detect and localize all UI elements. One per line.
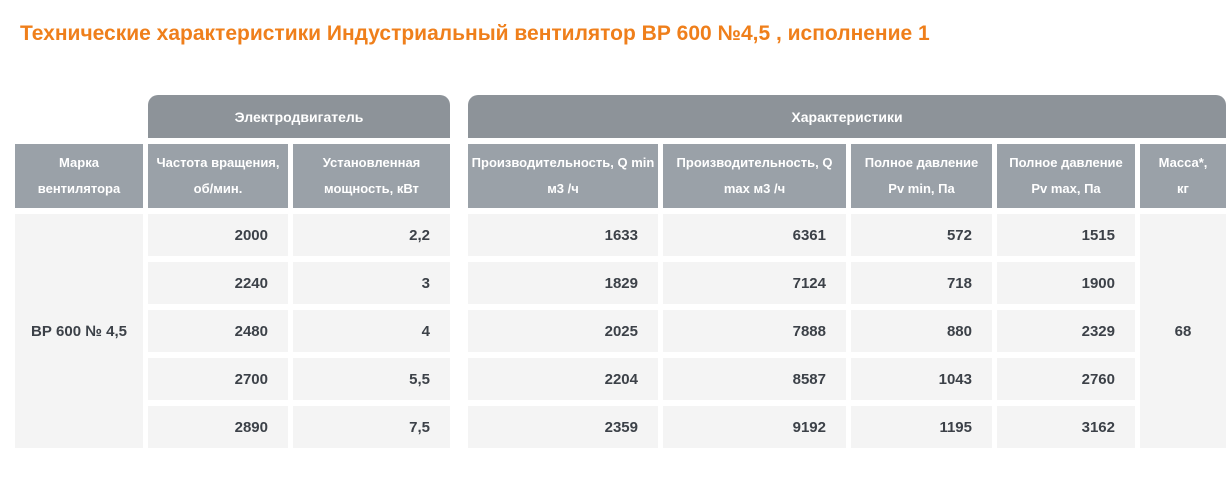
cell-q-max: 9192 <box>663 406 846 448</box>
spec-table: Электродвигатель Характеристики Марка ве… <box>15 95 1226 448</box>
group-header-motor: Электродвигатель <box>148 95 450 138</box>
header-line: об/мин. <box>193 181 243 196</box>
cell-power: 4 <box>293 310 450 352</box>
column-header-rpm: Частота вращения, об/мин. <box>148 144 288 208</box>
cell-power: 7,5 <box>293 406 450 448</box>
header-line: Производительность, Q <box>676 155 833 170</box>
cell-q-max: 6361 <box>663 214 846 256</box>
cell-q-min: 1633 <box>468 214 658 256</box>
column-header-mass: Масса*, кг <box>1140 144 1226 208</box>
header-line: Полное давление <box>1009 155 1123 170</box>
cell-q-min: 1829 <box>468 262 658 304</box>
header-line: Производительность, Q min <box>471 155 655 170</box>
cell-pv-max: 3162 <box>997 406 1135 448</box>
group-header-characteristics: Характеристики <box>468 95 1226 138</box>
cell-q-min: 2359 <box>468 406 658 448</box>
cell-rpm: 2890 <box>148 406 288 448</box>
header-line: max м3 /ч <box>723 181 786 196</box>
cell-q-min: 2204 <box>468 358 658 400</box>
header-line: мощность, кВт <box>324 181 419 196</box>
cell-pv-min: 572 <box>851 214 992 256</box>
cell-pv-min: 718 <box>851 262 992 304</box>
column-header-power: Установленная мощность, кВт <box>293 144 450 208</box>
cell-rpm: 2480 <box>148 310 288 352</box>
header-line: Марка <box>59 155 99 170</box>
cell-q-max: 7888 <box>663 310 846 352</box>
cell-pv-max: 1515 <box>997 214 1135 256</box>
cell-rpm: 2000 <box>148 214 288 256</box>
page-title: Технические характеристики Индустриальны… <box>20 22 930 45</box>
column-header-fan-model: Марка вентилятора <box>15 144 143 208</box>
column-header-q-max: Производительность, Q max м3 /ч <box>663 144 846 208</box>
cell-pv-max: 2329 <box>997 310 1135 352</box>
header-line: кг <box>1177 181 1189 196</box>
column-header-pv-max: Полное давление Pv max, Па <box>997 144 1135 208</box>
column-header-q-min: Производительность, Q min м3 /ч <box>468 144 658 208</box>
cell-pv-min: 880 <box>851 310 992 352</box>
header-line: м3 /ч <box>547 181 579 196</box>
cell-pv-min: 1043 <box>851 358 992 400</box>
cell-power: 3 <box>293 262 450 304</box>
cell-power: 5,5 <box>293 358 450 400</box>
header-line: Частота вращения, <box>156 155 280 170</box>
header-line: Масса*, <box>1158 155 1208 170</box>
cell-pv-max: 2760 <box>997 358 1135 400</box>
cell-rpm: 2700 <box>148 358 288 400</box>
cell-q-min: 2025 <box>468 310 658 352</box>
cell-pv-min: 1195 <box>851 406 992 448</box>
header-line: Полное давление <box>864 155 979 170</box>
cell-rpm: 2240 <box>148 262 288 304</box>
mass-cell: 68 <box>1140 214 1226 448</box>
fan-model-cell: ВР 600 № 4,5 <box>15 214 143 448</box>
header-line: Pv max, Па <box>1031 181 1101 196</box>
cell-power: 2,2 <box>293 214 450 256</box>
header-line: вентилятора <box>37 181 121 196</box>
header-line: Установленная <box>322 155 421 170</box>
cell-q-max: 8587 <box>663 358 846 400</box>
header-line: Pv min, Па <box>888 181 955 196</box>
cell-q-max: 7124 <box>663 262 846 304</box>
cell-pv-max: 1900 <box>997 262 1135 304</box>
column-header-pv-min: Полное давление Pv min, Па <box>851 144 992 208</box>
